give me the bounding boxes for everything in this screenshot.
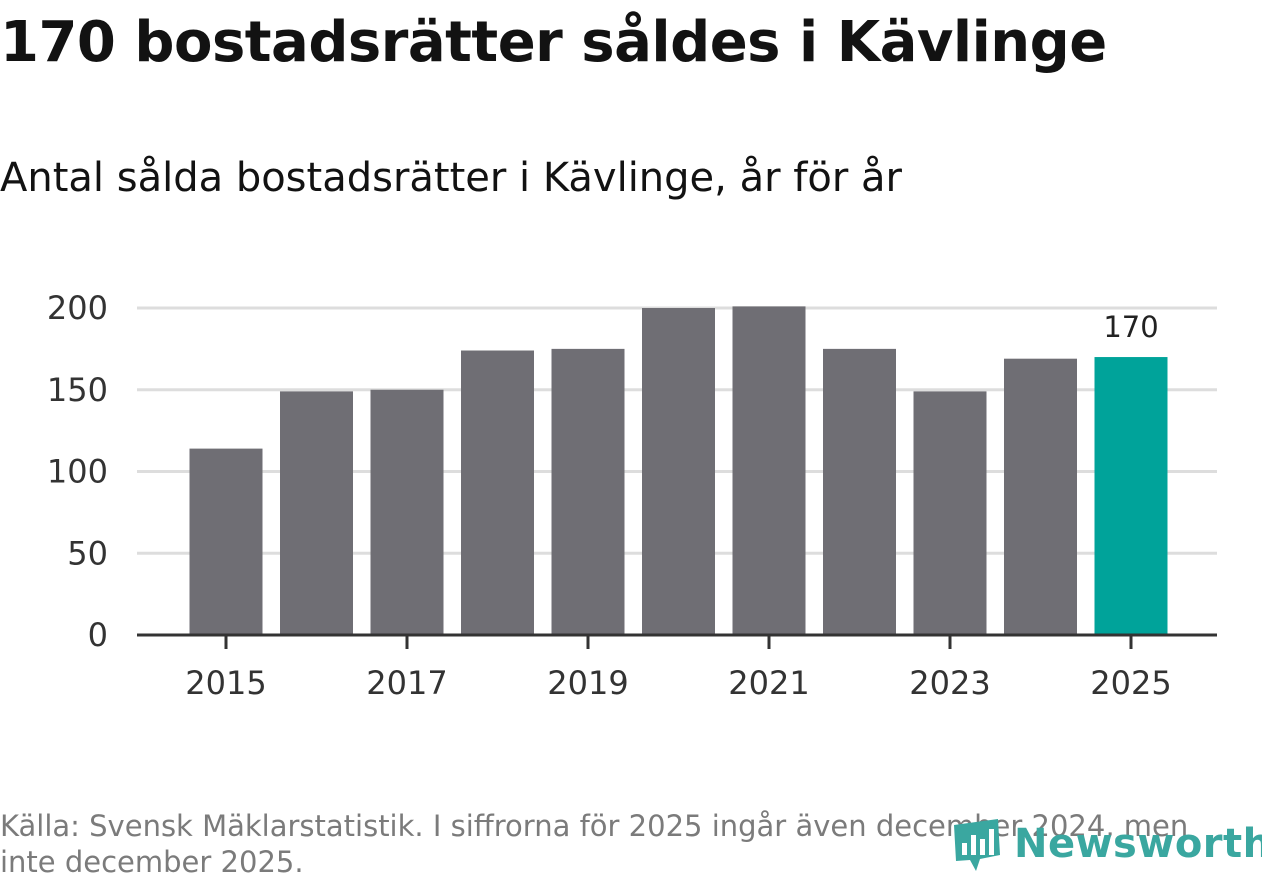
bar-2019 — [551, 348, 625, 635]
y-tick-label-0: 0 — [88, 616, 108, 654]
y-tick-label-200: 200 — [47, 289, 108, 327]
y-tick-label-50: 50 — [67, 534, 108, 572]
newsworthy-logo-icon — [954, 819, 1000, 871]
newsworthy-logo: Newsworthy — [950, 815, 1262, 873]
bar-2017 — [370, 389, 444, 635]
bar-2025 — [1094, 357, 1168, 635]
bar-2015 — [189, 448, 263, 635]
chart-subtitle: Antal sålda bostadsrätter i Kävlinge, år… — [0, 155, 902, 201]
x-tick-label-2023: 2023 — [909, 664, 990, 702]
bar-2022 — [823, 348, 896, 635]
data-label-2025: 170 — [1103, 310, 1158, 344]
bar-2023 — [913, 391, 987, 635]
x-tick-label-2015: 2015 — [185, 664, 266, 702]
bar-chart: 0 50 100 150 200 2015 2017 2019 2021 2023 2025 170 — [47, 289, 1217, 702]
chart-title: 170 bostadsrätter såldes i Kävlinge — [0, 10, 1107, 75]
y-tick-label-100: 100 — [47, 453, 108, 491]
x-tick-label-2025: 2025 — [1090, 664, 1171, 702]
bar-2021 — [732, 306, 806, 635]
y-tick-label-150: 150 — [47, 371, 108, 409]
x-tick-label-2017: 2017 — [366, 664, 447, 702]
brand-name: Newsworthy — [1014, 821, 1262, 867]
bar-2024 — [1004, 358, 1077, 635]
x-tick-label-2021: 2021 — [728, 664, 809, 702]
x-tick-label-2019: 2019 — [547, 664, 628, 702]
bar-2020 — [642, 308, 715, 635]
bar-2018 — [461, 350, 534, 635]
bar-2016 — [280, 391, 353, 635]
